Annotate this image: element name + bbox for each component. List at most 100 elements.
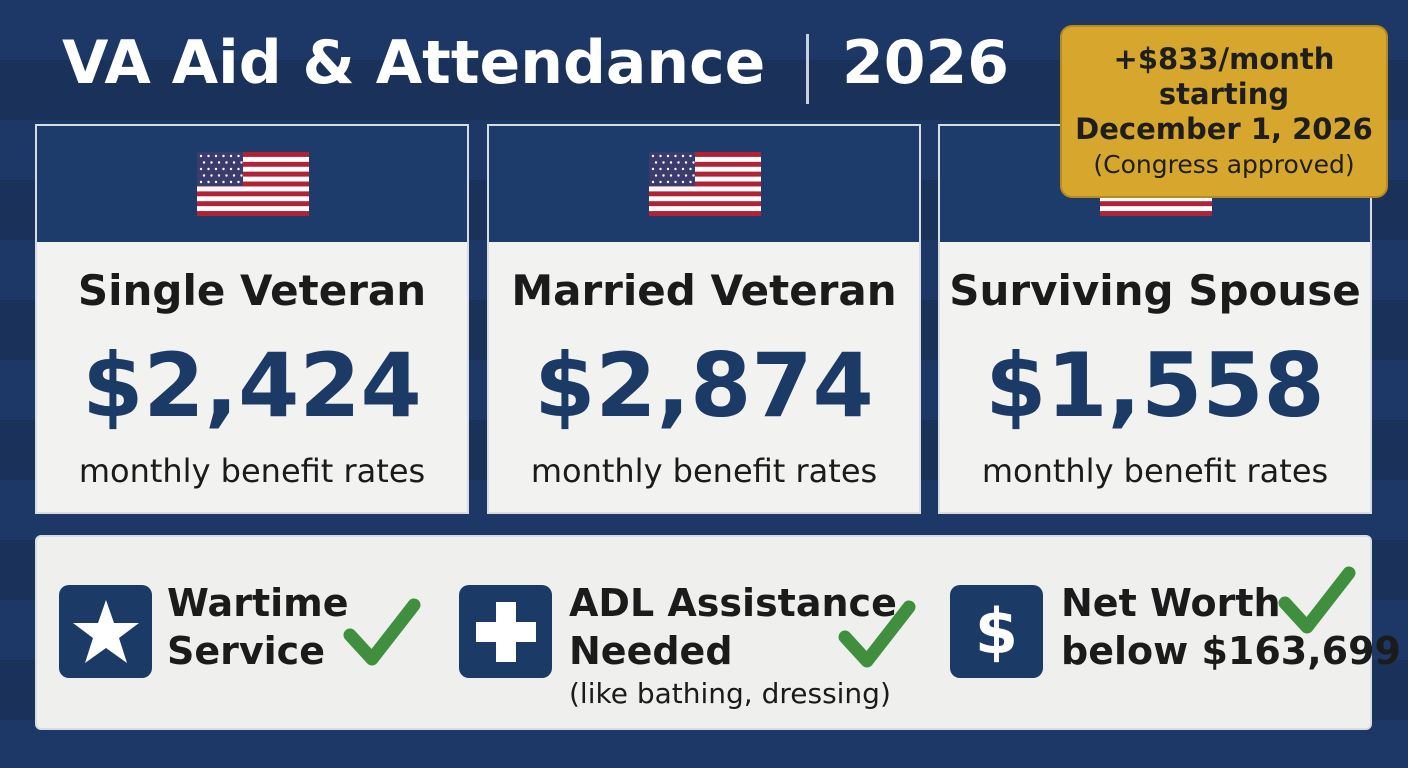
- flag-stripe: [197, 176, 309, 182]
- flag: [649, 152, 761, 216]
- flag-star: [659, 154, 662, 158]
- requirement-text: Service: [167, 629, 325, 673]
- flag-star: [232, 161, 236, 164]
- flag-star: [237, 180, 240, 184]
- plus-icon: [475, 601, 536, 662]
- flag-stripe: [197, 191, 309, 197]
- flag-stripe: [649, 211, 761, 216]
- star-icon: [72, 599, 139, 663]
- checkmarks: [343, 566, 1356, 668]
- flag-star: [222, 154, 225, 158]
- requirement-note: (like bathing, dressing): [569, 677, 891, 710]
- requirement-icon: [59, 585, 152, 678]
- flag-star: [681, 167, 685, 171]
- requirement-text: Needed: [569, 629, 733, 673]
- card-amount: $2,874: [534, 334, 874, 437]
- flag-star: [674, 154, 677, 158]
- requirement-icon: $: [950, 585, 1043, 678]
- flag-canton: [649, 152, 695, 186]
- flag-star: [684, 161, 688, 164]
- card-caption: monthly benefit rates: [530, 452, 878, 490]
- flag-star: [229, 180, 233, 184]
- card-amount: $2,424: [82, 334, 422, 437]
- flag-canton: [197, 152, 243, 186]
- card-label: Married Veteran: [511, 266, 897, 315]
- flag-stripe: [649, 186, 761, 192]
- flag-stripe: [197, 186, 309, 192]
- flag-stripe: [197, 201, 309, 207]
- flag-star: [659, 180, 662, 184]
- flag-star: [207, 154, 210, 158]
- checkmark: [343, 598, 421, 666]
- flag-star: [199, 154, 203, 158]
- flag-star: [225, 174, 228, 177]
- flag-star: [677, 161, 680, 164]
- badge-line: +$833/month: [1113, 41, 1335, 76]
- benefit-card: Single Veteran $2,424 monthly benefit rate…: [35, 124, 469, 514]
- benefit-card: Married Veteran $2,874 monthly benefit rat…: [487, 124, 921, 514]
- requirement-text: Wartime: [167, 581, 349, 625]
- flag-star: [202, 174, 206, 177]
- year: 2026: [842, 28, 1009, 98]
- flag-star: [651, 154, 655, 158]
- flag-star: [210, 174, 213, 177]
- flag-star: [240, 174, 243, 177]
- flag-stripe: [197, 171, 309, 177]
- icon-glyph: [475, 601, 536, 662]
- flag-stripe: [649, 171, 761, 177]
- flag-star: [654, 174, 658, 177]
- requirement-text: Net Worth: [1061, 581, 1281, 625]
- flag-star: [677, 174, 680, 177]
- checkmark: [838, 600, 916, 668]
- flag-star: [222, 167, 225, 171]
- flag-star: [666, 180, 670, 184]
- badge: +$833/month starting December 1, 2026 (Cong…: [1060, 25, 1388, 198]
- flag-stripe: [649, 181, 761, 187]
- flag-star: [202, 161, 206, 164]
- flag-star: [214, 154, 218, 158]
- flag-star: [222, 180, 225, 184]
- flag-star: [659, 167, 662, 171]
- requirement-icon: [459, 585, 552, 678]
- flag-star: [692, 174, 695, 177]
- flag-star: [214, 180, 218, 184]
- card-caption: monthly benefit rates: [981, 452, 1329, 490]
- flag-star: [207, 167, 210, 171]
- flag-stripe: [649, 201, 761, 207]
- flag-star: [674, 180, 677, 184]
- flag-star: [225, 161, 228, 164]
- card-caption: monthly benefit rates: [78, 452, 426, 490]
- requirement-text: below $163,699: [1061, 629, 1401, 673]
- flag-star: [210, 161, 213, 164]
- flag-stripe: [1100, 201, 1212, 207]
- flag-star: [217, 161, 221, 164]
- flag-star: [666, 167, 670, 171]
- requirements-panel: Wartime Service ADL Assistance Needed (like …: [35, 535, 1401, 730]
- flag-star: [214, 167, 218, 171]
- card-band: [37, 126, 467, 242]
- flag-star: [681, 180, 685, 184]
- flag-stripe: [1100, 211, 1212, 216]
- flag-star: [651, 180, 655, 184]
- flag-star: [240, 161, 243, 164]
- flag-star: [692, 161, 695, 164]
- flag-star: [651, 167, 655, 171]
- flag-star: [684, 174, 688, 177]
- flag-star: [229, 167, 233, 171]
- flag-star: [207, 180, 210, 184]
- flag-star: [689, 180, 692, 184]
- flag-star: [237, 167, 240, 171]
- flag-stripe: [649, 196, 761, 202]
- flag-stripe: [197, 181, 309, 187]
- flag-star: [237, 154, 240, 158]
- flag-stripe: [197, 161, 309, 167]
- flag-stripe: [197, 196, 309, 202]
- flag-star: [662, 161, 665, 164]
- flag-stripe: [649, 152, 761, 158]
- card-band: [489, 126, 919, 242]
- card-label: Surviving Spouse: [949, 266, 1361, 315]
- flag-stripe: [649, 166, 761, 172]
- flag-star: [669, 161, 673, 164]
- requirement-text: ADL Assistance: [569, 581, 897, 625]
- badge-line: December 1, 2026: [1075, 111, 1373, 146]
